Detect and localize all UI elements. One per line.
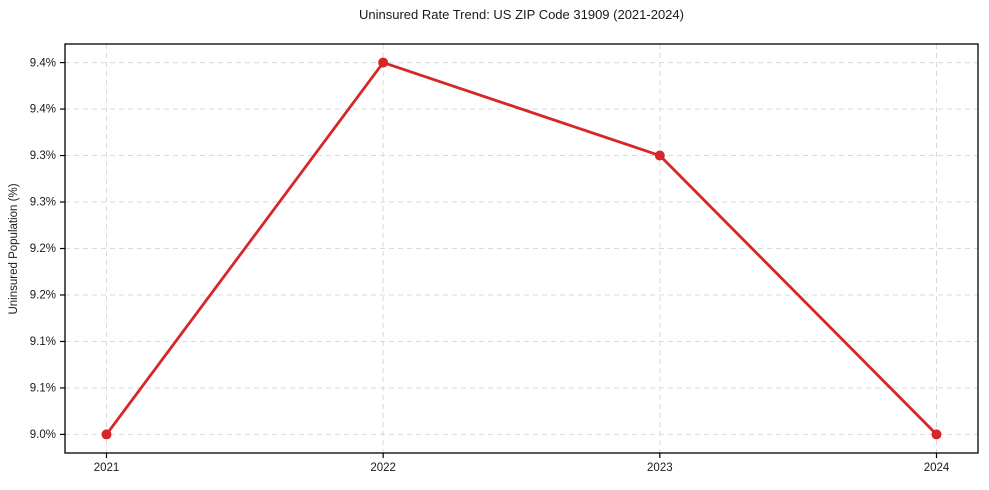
y-tick-label: 9.4% bbox=[30, 57, 56, 69]
y-tick-label: 9.4% bbox=[30, 104, 56, 116]
y-tick-label: 9.1% bbox=[30, 336, 56, 348]
x-tick-label: 2021 bbox=[94, 462, 120, 474]
trend-line bbox=[105, 61, 938, 436]
chart-title: Uninsured Rate Trend: US ZIP Code 31909 … bbox=[359, 7, 684, 22]
y-tick-label: 9.2% bbox=[30, 290, 56, 302]
y-tick-label: 9.3% bbox=[30, 150, 56, 162]
data-point-marker bbox=[654, 150, 665, 161]
x-tick-label: 2022 bbox=[370, 462, 396, 474]
data-point-marker bbox=[101, 429, 112, 440]
y-tick-label: 9.2% bbox=[30, 243, 56, 255]
data-point-marker bbox=[378, 57, 389, 68]
y-tick-label: 9.1% bbox=[30, 383, 56, 395]
data-point-marker bbox=[931, 429, 942, 440]
x-tick-label: 2024 bbox=[924, 462, 950, 474]
x-tick-label: 2023 bbox=[647, 462, 673, 474]
y-tick-label: 9.3% bbox=[30, 197, 56, 209]
y-tick-label: 9.0% bbox=[30, 429, 56, 441]
